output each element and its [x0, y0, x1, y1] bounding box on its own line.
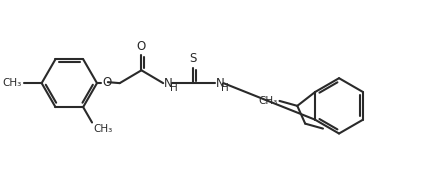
- Text: N: N: [215, 77, 224, 90]
- Text: O: O: [137, 39, 146, 52]
- Text: CH₃: CH₃: [258, 96, 278, 106]
- Text: CH₃: CH₃: [93, 124, 112, 134]
- Text: CH₃: CH₃: [3, 78, 22, 88]
- Text: S: S: [189, 52, 196, 65]
- Text: H: H: [221, 83, 229, 93]
- Text: N: N: [164, 77, 173, 90]
- Text: O: O: [102, 76, 111, 89]
- Text: H: H: [170, 83, 178, 93]
